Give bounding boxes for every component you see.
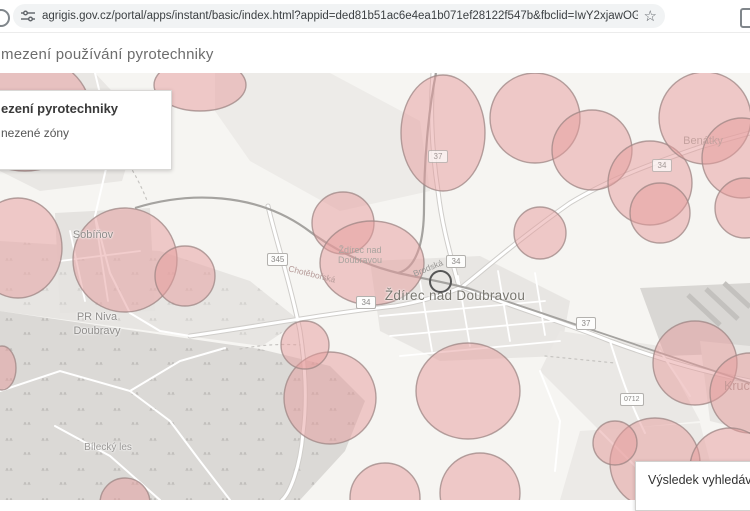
address-bar[interactable]: agrigis.gov.cz/portal/apps/instant/basic… (13, 4, 665, 28)
url-text[interactable]: agrigis.gov.cz/portal/apps/instant/basic… (42, 10, 638, 22)
road-shield-0712: 0712 (620, 393, 644, 406)
bookmark-star-icon[interactable]: ☆ (643, 7, 657, 25)
road-shield-345: 345 (267, 253, 289, 266)
search-result-panel-title: Výsledek vyhledávání (648, 473, 750, 487)
road-shield-34: 34 (446, 255, 466, 268)
legend-panel: ezení pyrotechniky nezené zóny (0, 90, 172, 170)
site-settings-icon[interactable] (21, 10, 35, 22)
search-result-panel[interactable]: Výsledek vyhledávání (635, 461, 750, 511)
road-shield-37: 37 (576, 317, 596, 330)
road-shield-37: 37 (428, 150, 448, 163)
browser-toolbar: agrigis.gov.cz/portal/apps/instant/basic… (0, 0, 750, 33)
road-shield-34: 34 (652, 159, 672, 172)
extension-icon[interactable] (740, 8, 750, 28)
legend-title: ezení pyrotechniky (1, 101, 119, 116)
page-title: mezení používání pyrotechniky (1, 46, 214, 63)
search-result-marker-icon (429, 270, 452, 293)
legend-item-label: nezené zóny (1, 126, 70, 140)
zone-swatch-icon (0, 145, 1, 169)
road-shield-34: 34 (356, 296, 376, 309)
reload-icon[interactable] (0, 9, 10, 27)
